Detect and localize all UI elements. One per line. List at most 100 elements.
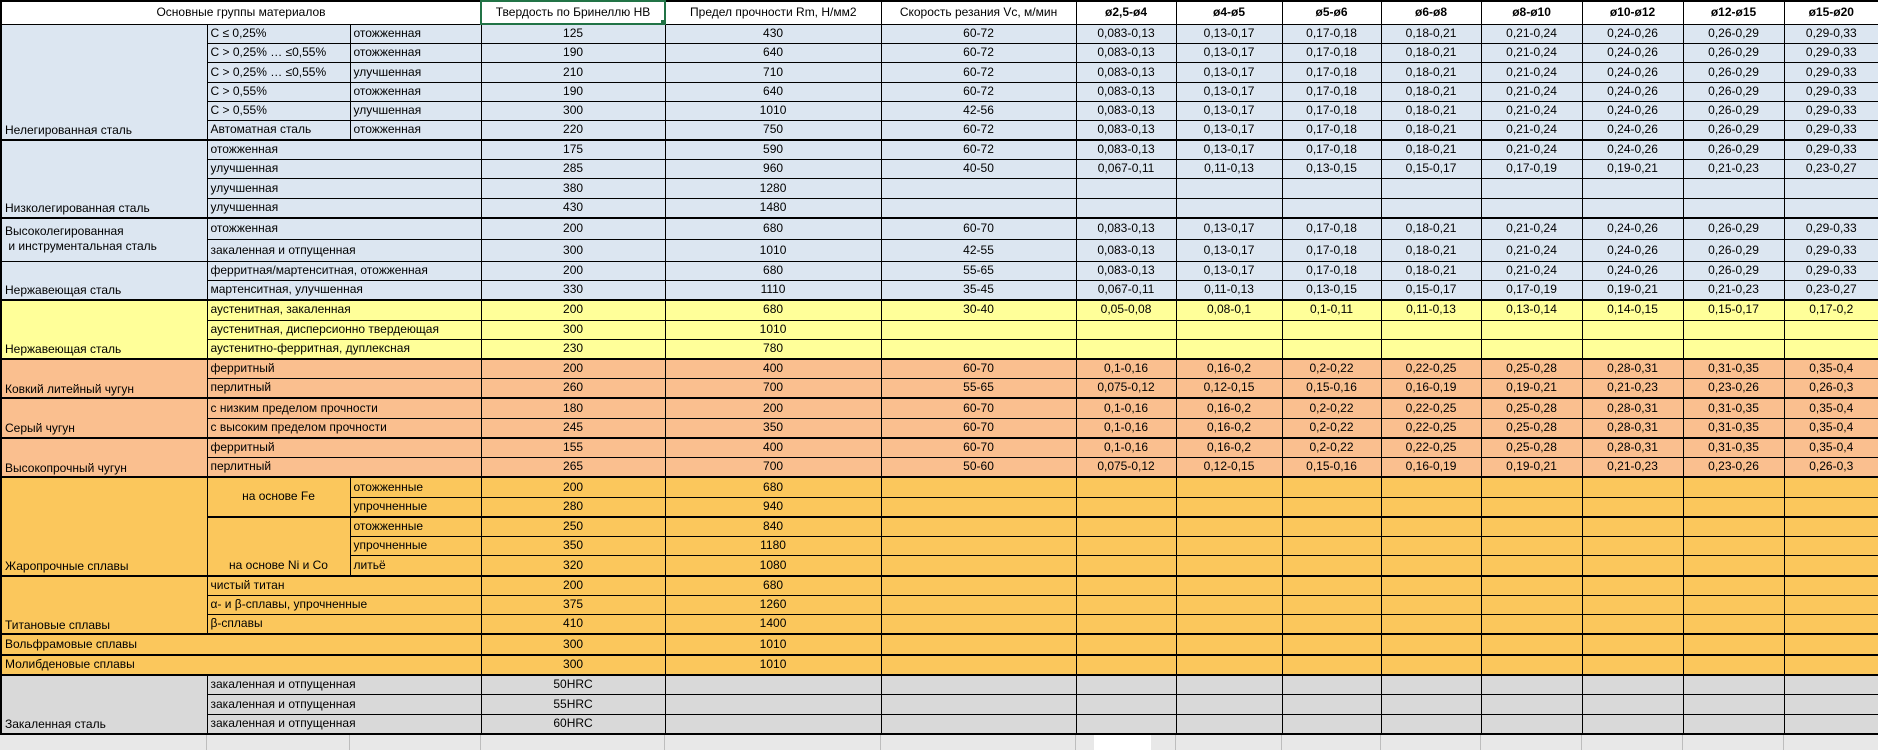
- cell[interactable]: 0,083-0,13: [1075, 23, 1177, 45]
- cell[interactable]: 0,19-0,21: [1581, 279, 1684, 302]
- cell[interactable]: 60-72: [880, 81, 1077, 102]
- cell[interactable]: 60HRC: [480, 713, 666, 735]
- cell[interactable]: [1480, 476, 1583, 498]
- cell[interactable]: 0,13-0,17: [1175, 62, 1283, 83]
- cell[interactable]: [880, 575, 1077, 596]
- cell[interactable]: 300: [480, 319, 666, 340]
- cell[interactable]: 60-70: [880, 217, 1077, 241]
- cell[interactable]: [1480, 496, 1583, 519]
- cell[interactable]: 1280: [664, 178, 882, 199]
- cell[interactable]: [1480, 516, 1583, 538]
- header-diameter-range-3[interactable]: ø5-ø6: [1281, 0, 1382, 25]
- cell[interactable]: 0,1-0,11: [1281, 299, 1382, 321]
- cell[interactable]: [880, 694, 1077, 715]
- cell[interactable]: 0,15-0,17: [1380, 159, 1482, 180]
- cell[interactable]: [1581, 555, 1684, 577]
- cell[interactable]: [1682, 197, 1785, 219]
- cell[interactable]: 0,26-0,29: [1682, 23, 1785, 45]
- cell[interactable]: [1281, 197, 1382, 219]
- cell[interactable]: [1581, 178, 1684, 199]
- cell[interactable]: 230: [480, 338, 666, 360]
- cell[interactable]: [1175, 694, 1283, 715]
- cell[interactable]: [1480, 614, 1583, 636]
- cell[interactable]: [1380, 674, 1482, 696]
- cell[interactable]: 0,26-0,29: [1682, 81, 1785, 102]
- cell[interactable]: 210: [480, 62, 666, 83]
- cell[interactable]: [880, 633, 1077, 656]
- cell[interactable]: 0,17-0,19: [1480, 159, 1583, 180]
- header-cutting-speed[interactable]: Скорость резания Vc, м/мин: [880, 0, 1077, 25]
- cell[interactable]: 640: [664, 81, 882, 102]
- cell[interactable]: [1480, 319, 1583, 340]
- cell[interactable]: 0,15-0,16: [1281, 457, 1382, 479]
- cell[interactable]: 0,28-0,31: [1581, 417, 1684, 439]
- cell[interactable]: 0,075-0,12: [1075, 457, 1177, 479]
- cell[interactable]: [1581, 338, 1684, 360]
- cell[interactable]: [880, 536, 1077, 557]
- cell[interactable]: 0,25-0,28: [1480, 417, 1583, 439]
- cell[interactable]: [1783, 338, 1878, 360]
- cell[interactable]: 0,29-0,33: [1783, 81, 1878, 102]
- cell[interactable]: 0,13-0,17: [1175, 23, 1283, 45]
- cell[interactable]: [1480, 674, 1583, 696]
- cell[interactable]: 0,21-0,23: [1581, 378, 1684, 400]
- group-label-cell[interactable]: Серый чугун: [0, 397, 208, 439]
- cell[interactable]: [1075, 536, 1177, 557]
- cell[interactable]: закаленная и отпущенная: [206, 694, 482, 715]
- cell[interactable]: [1075, 319, 1177, 340]
- cell[interactable]: 0,24-0,26: [1581, 217, 1684, 241]
- cell[interactable]: 55-65: [880, 260, 1077, 281]
- cell[interactable]: 0,17-0,18: [1281, 239, 1382, 262]
- cell[interactable]: 375: [480, 594, 666, 616]
- cell[interactable]: 0,28-0,31: [1581, 437, 1684, 459]
- group-label-cell[interactable]: Закаленная сталь: [0, 674, 208, 735]
- cell[interactable]: 0,1-0,16: [1075, 358, 1177, 380]
- cell[interactable]: 350: [664, 417, 882, 439]
- cell[interactable]: 0,22-0,25: [1380, 437, 1482, 459]
- cell[interactable]: 0,21-0,23: [1682, 279, 1785, 302]
- cell[interactable]: 0,19-0,21: [1480, 457, 1583, 479]
- cell[interactable]: 380: [480, 178, 666, 199]
- cell[interactable]: 430: [480, 197, 666, 219]
- cell[interactable]: [1075, 555, 1177, 577]
- cell[interactable]: 0,29-0,33: [1783, 217, 1878, 241]
- cell[interactable]: [880, 614, 1077, 636]
- cell[interactable]: [1682, 476, 1785, 498]
- cell[interactable]: с низким пределом прочности: [206, 397, 482, 419]
- cell[interactable]: [880, 713, 1077, 735]
- cell[interactable]: [880, 555, 1077, 577]
- cell[interactable]: [1281, 713, 1382, 735]
- cell[interactable]: [1281, 496, 1382, 519]
- cell[interactable]: 0,11-0,13: [1175, 279, 1283, 302]
- cell[interactable]: [1581, 319, 1684, 340]
- cell[interactable]: 0,22-0,25: [1380, 417, 1482, 439]
- cell[interactable]: закаленная и отпущенная: [206, 713, 482, 735]
- cell[interactable]: 780: [664, 338, 882, 360]
- group-label-cell[interactable]: Высоколегированная и инструментальная ст…: [0, 217, 208, 262]
- cell[interactable]: 350: [480, 536, 666, 557]
- cell[interactable]: 0,12-0,15: [1175, 378, 1283, 400]
- header-diameter-range-2[interactable]: ø4-ø5: [1175, 0, 1283, 25]
- cell[interactable]: [1480, 594, 1583, 616]
- cell[interactable]: [1783, 476, 1878, 498]
- cell[interactable]: 50-60: [880, 457, 1077, 479]
- cell[interactable]: 0,24-0,26: [1581, 139, 1684, 161]
- cell[interactable]: 0,26-0,3: [1783, 457, 1878, 479]
- cell[interactable]: 0,18-0,21: [1380, 217, 1482, 241]
- cell[interactable]: [1682, 319, 1785, 340]
- cell[interactable]: 0,17-0,19: [1480, 279, 1583, 302]
- cell[interactable]: [1075, 694, 1177, 715]
- cell[interactable]: 1010: [664, 100, 882, 121]
- cell[interactable]: [1682, 338, 1785, 360]
- cell[interactable]: 0,16-0,2: [1175, 417, 1283, 439]
- cell[interactable]: [880, 178, 1077, 199]
- group-label-cell[interactable]: Нержавеющая сталь: [0, 299, 208, 360]
- cell[interactable]: [1682, 713, 1785, 735]
- cell[interactable]: [1075, 476, 1177, 498]
- cell[interactable]: улучшенная: [349, 62, 482, 83]
- cell[interactable]: 590: [664, 139, 882, 161]
- cell[interactable]: α- и β-сплавы, упрочненные: [206, 594, 482, 616]
- cell[interactable]: 0,13-0,14: [1480, 299, 1583, 321]
- cell[interactable]: 125: [480, 23, 666, 45]
- cell[interactable]: 0,11-0,13: [1380, 299, 1482, 321]
